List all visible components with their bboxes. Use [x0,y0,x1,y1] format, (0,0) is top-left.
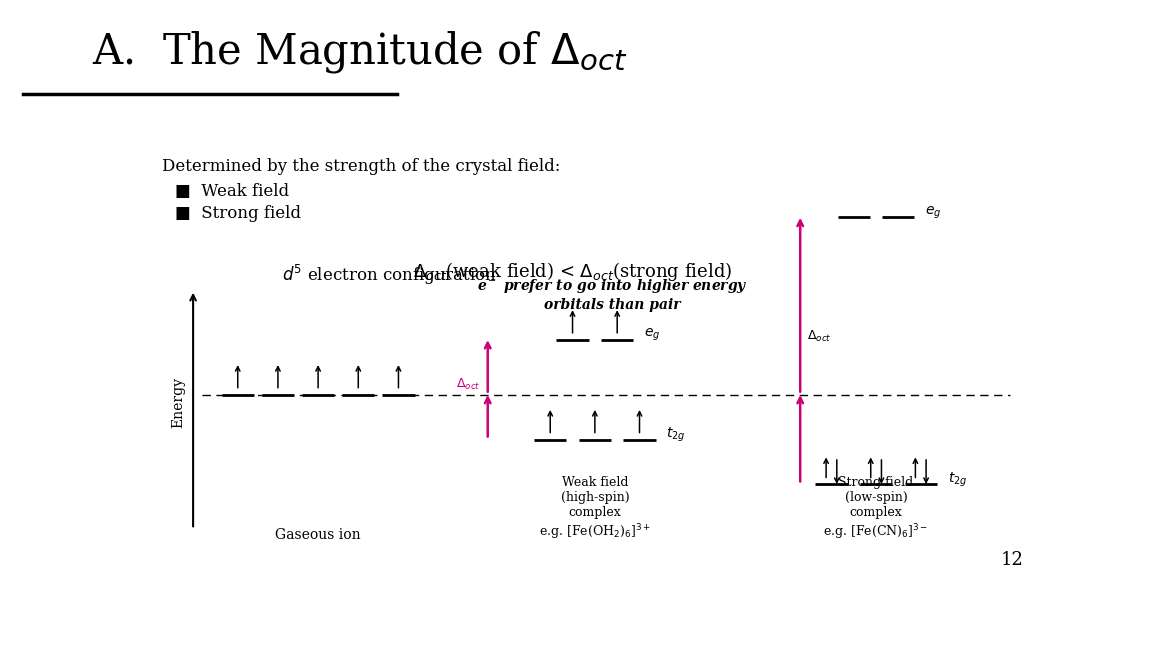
Text: 12: 12 [1001,551,1023,569]
Text: $e_g$: $e_g$ [644,327,660,343]
Text: Determined by the strength of the crystal field:: Determined by the strength of the crysta… [161,157,560,174]
Text: ■  Strong field: ■ Strong field [175,205,301,222]
Text: $t_{2g}$: $t_{2g}$ [666,425,685,444]
Text: Strong field
(low-spin)
complex
e.g. [Fe(CN)$_6$]$^{3-}$: Strong field (low-spin) complex e.g. [Fe… [824,476,929,542]
Text: Energy: Energy [170,376,185,428]
Text: Weak field
(high-spin)
complex
e.g. [Fe(OH$_2$)$_6$]$^{3+}$: Weak field (high-spin) complex e.g. [Fe(… [539,476,651,542]
Text: A.  The Magnitude of $\Delta_{oct}$: A. The Magnitude of $\Delta_{oct}$ [92,29,628,75]
Text: $\Delta_{oct}$: $\Delta_{oct}$ [808,329,832,343]
Text: $e_g$: $e_g$ [925,204,941,220]
Text: $\Delta_{oct}$: $\Delta_{oct}$ [456,377,480,392]
Text: ■  Weak field: ■ Weak field [175,183,289,200]
Text: Gaseous ion: Gaseous ion [275,527,361,542]
Text: e$^-$ prefer to go into higher energy
orbitals than pair: e$^-$ prefer to go into higher energy or… [477,277,748,312]
Text: $d^5$ electron configuration: $d^5$ electron configuration [282,263,498,287]
Text: $t_{2g}$: $t_{2g}$ [947,470,967,489]
Text: $\Delta_{oct}$(weak field) < $\Delta_{oct}$(strong field): $\Delta_{oct}$(weak field) < $\Delta_{oc… [412,260,733,283]
